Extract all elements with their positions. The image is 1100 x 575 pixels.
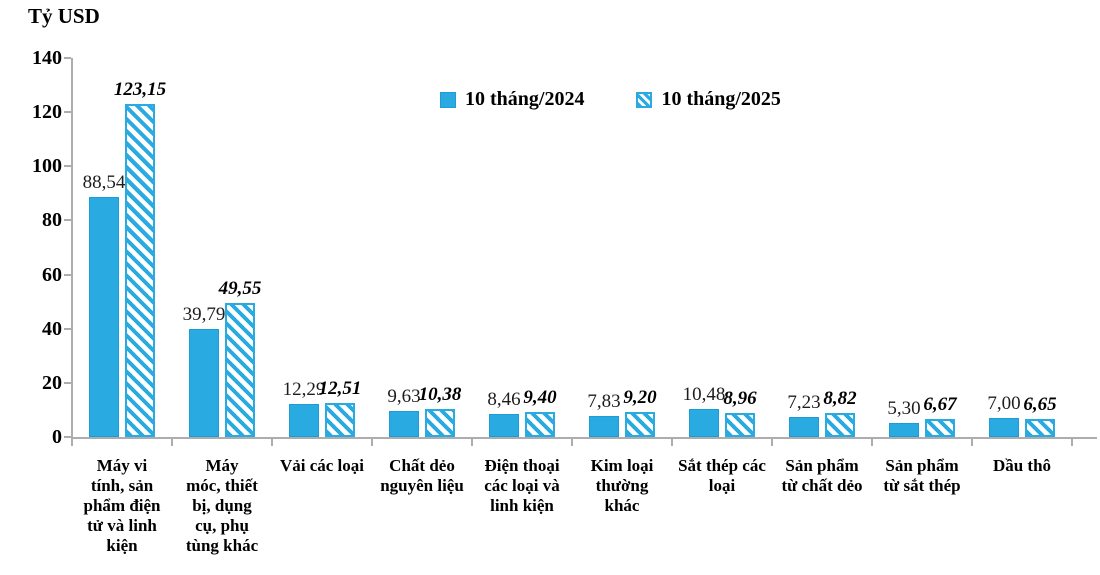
bar-2025	[625, 412, 655, 437]
x-tick-mark	[771, 439, 773, 446]
legend-label-2025: 10 tháng/2025	[661, 88, 781, 110]
category-label: Máy vi tính, sản phẩm điện tử và linh ki…	[83, 456, 161, 555]
y-tick-mark	[64, 327, 71, 330]
category-label: Sản phẩm từ sắt thép	[883, 456, 961, 495]
value-label-2025: 8,96	[723, 387, 757, 409]
legend-swatch-hatched-icon	[636, 91, 653, 108]
bar-2024	[489, 414, 519, 437]
y-tick-label: 120	[32, 101, 62, 124]
legend: 10 tháng/2024 10 tháng/2025	[440, 88, 781, 111]
value-label-2024: 39,79	[182, 304, 226, 326]
bar-2025	[825, 413, 855, 437]
bar-2024	[289, 403, 319, 437]
y-tick-label: 140	[32, 47, 62, 69]
value-label-2025: 6,65	[1023, 393, 1057, 415]
value-label-2024: 7,23	[787, 392, 821, 414]
y-tick-mark	[64, 111, 71, 114]
bar-2025	[325, 403, 355, 437]
x-tick-mark	[571, 439, 573, 446]
category-label: Dầu thô	[992, 456, 1052, 475]
y-axis-title: Tỷ USD	[28, 4, 100, 28]
y-tick-label: 20	[42, 371, 62, 394]
bar-2024	[89, 197, 119, 437]
y-tick-label: 80	[42, 209, 62, 232]
bar-2024	[889, 422, 919, 437]
bar-2024	[189, 329, 219, 437]
value-label-2025: 6,67	[923, 393, 957, 415]
legend-label-2024: 10 tháng/2024	[465, 88, 585, 110]
x-tick-mark	[271, 439, 273, 446]
value-label-2025: 12,51	[318, 378, 362, 400]
x-tick-mark	[971, 439, 973, 446]
bar-2025	[225, 302, 255, 437]
value-label-2025: 49,55	[218, 277, 262, 299]
bar-2024	[989, 418, 1019, 437]
bar-2025	[125, 103, 155, 437]
y-tick-mark	[64, 273, 71, 276]
bar-2024	[589, 415, 619, 437]
bar-2025	[725, 412, 755, 437]
legend-swatch-solid-icon	[440, 91, 456, 108]
x-tick-mark	[671, 439, 673, 446]
category-label: Chất dẻo nguyên liệu	[380, 456, 464, 495]
bar-2024	[389, 410, 419, 437]
y-tick-label: 40	[42, 317, 62, 340]
category-label: Điện thoại các loại và linh kiện	[484, 456, 560, 515]
y-tick-mark	[64, 381, 71, 384]
value-label-2025: 9,20	[623, 387, 657, 409]
value-label-2024: 10,48	[682, 383, 726, 405]
y-tick-label: 100	[32, 155, 62, 178]
value-label-2024: 7,00	[987, 393, 1021, 415]
bar-2025	[525, 411, 555, 437]
value-label-2025: 9,40	[523, 386, 557, 408]
category-label: Sản phẩm từ chất dẻo	[781, 456, 863, 495]
bar-2025	[925, 418, 955, 437]
value-label-2024: 9,63	[387, 385, 421, 407]
value-label-2025: 10,38	[418, 383, 462, 405]
y-tick-label: 60	[42, 263, 62, 286]
category-label: Vải các loại	[279, 456, 365, 475]
x-tick-mark	[1071, 439, 1073, 446]
category-label: Máy móc, thiết bị, dụng cụ, phụ tùng khá…	[185, 456, 259, 555]
value-label-2024: 88,54	[82, 172, 126, 194]
legend-item-2025: 10 tháng/2025	[636, 88, 781, 111]
value-label-2024: 8,46	[487, 389, 521, 411]
category-label: Sắt thép các loại	[678, 456, 766, 495]
y-tick-mark	[64, 165, 71, 168]
value-label-2024: 7,83	[587, 390, 621, 412]
y-axis-line	[71, 58, 73, 439]
bar-2024	[689, 408, 719, 437]
y-tick-mark	[64, 219, 71, 222]
x-tick-mark	[71, 439, 73, 446]
x-axis-line	[71, 437, 1097, 439]
value-label-2024: 5,30	[887, 397, 921, 419]
x-tick-mark	[871, 439, 873, 446]
legend-item-2024: 10 tháng/2024	[440, 88, 584, 111]
x-tick-mark	[171, 439, 173, 446]
value-label-2025: 8,82	[823, 388, 857, 410]
y-tick-mark	[64, 57, 71, 59]
category-label: Kim loại thường khác	[590, 456, 654, 515]
bar-2025	[1025, 418, 1055, 437]
value-label-2025: 123,15	[113, 78, 167, 100]
bar-2024	[789, 417, 819, 437]
value-label-2024: 12,29	[282, 378, 326, 400]
y-tick-mark	[64, 436, 71, 438]
x-tick-mark	[471, 439, 473, 446]
bar-2025	[425, 408, 455, 437]
y-tick-label: 0	[52, 426, 62, 448]
x-tick-mark	[371, 439, 373, 446]
